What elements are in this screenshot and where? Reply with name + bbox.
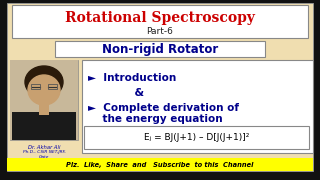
Text: Part-6: Part-6 [147, 26, 173, 35]
Text: the energy equation: the energy equation [88, 114, 223, 124]
Ellipse shape [28, 75, 60, 105]
Text: Eⱼ = BJ(J+1) – D[J(J+1)]²: Eⱼ = BJ(J+1) – D[J(J+1)]² [144, 132, 250, 141]
Text: Gate: Gate [39, 155, 49, 159]
FancyBboxPatch shape [84, 126, 309, 149]
FancyBboxPatch shape [12, 112, 76, 140]
FancyBboxPatch shape [39, 103, 49, 115]
Ellipse shape [25, 66, 63, 98]
Text: Ph.D., CSIR NET-JRF,: Ph.D., CSIR NET-JRF, [23, 150, 65, 154]
FancyBboxPatch shape [82, 60, 313, 153]
FancyBboxPatch shape [10, 60, 78, 140]
FancyBboxPatch shape [55, 41, 265, 57]
Text: &: & [88, 88, 144, 98]
Text: ►  Complete derivation of: ► Complete derivation of [88, 103, 239, 113]
FancyBboxPatch shape [7, 158, 313, 171]
Text: ►  Introduction: ► Introduction [88, 73, 176, 83]
Text: Rotational Spectroscopy: Rotational Spectroscopy [65, 11, 255, 25]
Text: Non-rigid Rotator: Non-rigid Rotator [102, 42, 218, 55]
FancyBboxPatch shape [10, 60, 78, 140]
FancyBboxPatch shape [7, 3, 313, 171]
Text: Plz.  Like,  Share  and   Subscribe  to this  Channel: Plz. Like, Share and Subscribe to this C… [66, 161, 254, 168]
Text: Dr. Akhar Ali: Dr. Akhar Ali [28, 145, 60, 150]
FancyBboxPatch shape [12, 5, 308, 38]
